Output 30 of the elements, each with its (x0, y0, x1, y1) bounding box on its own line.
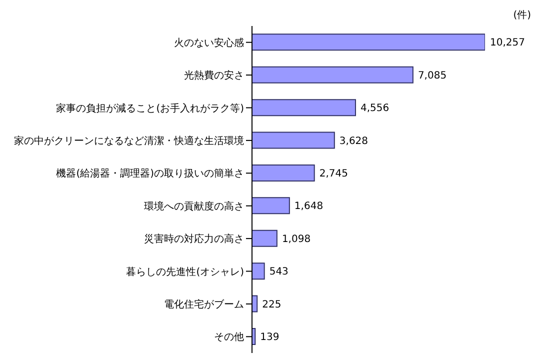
y-tick-label: 暮らしの先進性(オシャレ) (126, 266, 244, 278)
y-tick-label: 災害時の対応力の高さ (144, 233, 244, 246)
data-label: 2,745 (319, 168, 348, 180)
y-tick-label: 環境への貢献度の高さ (144, 200, 244, 212)
data-label: 10,257 (490, 38, 525, 49)
bar (252, 164, 315, 182)
y-tick-label: 機器(給湯器・調理器)の取り扱いの簡単さ (56, 168, 244, 180)
data-label: 4,556 (360, 103, 390, 114)
bar (252, 132, 335, 149)
bar (252, 262, 265, 280)
bar (252, 230, 278, 247)
data-label: 1,648 (294, 201, 324, 212)
y-tick-label: 火のない安心感 (174, 36, 244, 49)
y-tick-label: 家の中がクリーンになるなど清潔・快適な生活環境 (14, 135, 244, 147)
y-tick-label: その他 (214, 331, 244, 344)
data-label: 1,098 (282, 234, 311, 245)
data-label: 3,628 (339, 136, 368, 147)
y-tick-label: 家事の負担が減ること(お手入れがラク等) (56, 102, 244, 114)
bar (252, 295, 258, 312)
data-label: 543 (269, 266, 288, 278)
bar (252, 197, 290, 214)
bar (252, 99, 356, 116)
bar (252, 66, 414, 84)
data-label: 7,085 (418, 70, 447, 82)
bar (252, 34, 485, 51)
data-label: 225 (262, 299, 282, 310)
y-tick-label: 光熱費の安さ (184, 70, 244, 82)
data-label: 139 (260, 332, 280, 344)
y-tick-label: 電化住宅がブーム (164, 298, 244, 310)
x-axis-title: (件) (513, 9, 531, 22)
